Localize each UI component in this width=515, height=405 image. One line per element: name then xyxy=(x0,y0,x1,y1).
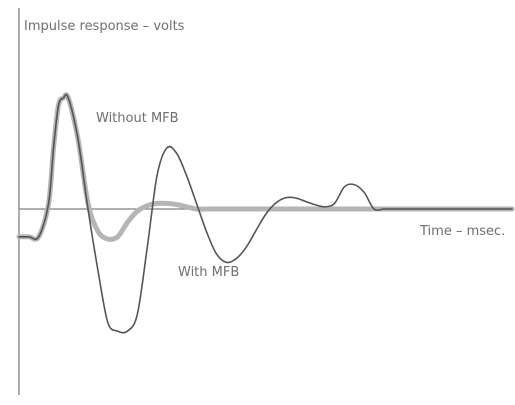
series-line-without-mfb xyxy=(18,93,513,334)
y-axis-label: Impulse response – volts xyxy=(24,19,185,34)
series-layer xyxy=(16,92,515,334)
x-axis-label: Time – msec. xyxy=(419,224,505,239)
series-line-with-mfb xyxy=(16,92,515,242)
annotation-without-mfb: Without MFB xyxy=(96,111,179,126)
annotation-with-mfb: With MFB xyxy=(178,265,239,280)
